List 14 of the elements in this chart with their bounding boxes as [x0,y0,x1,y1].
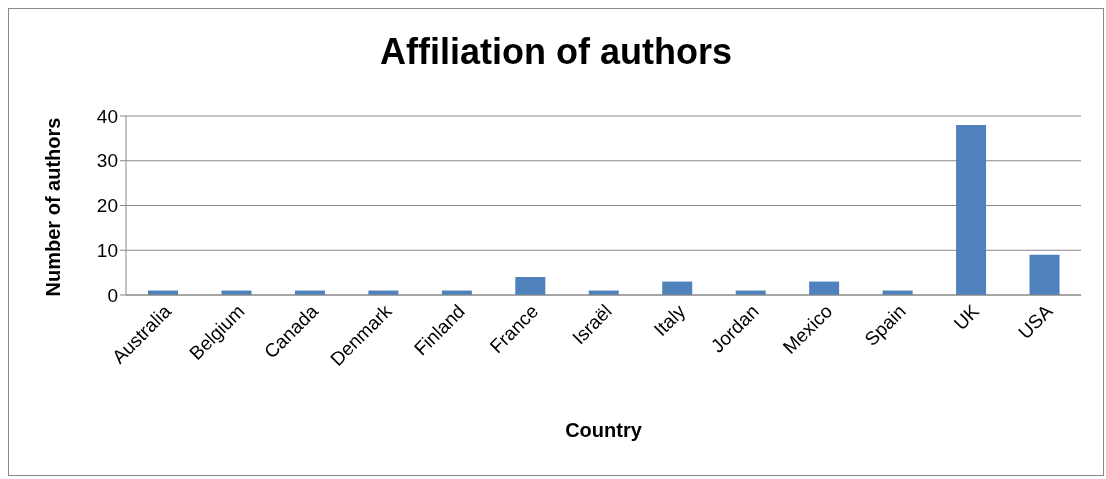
chart-title: Affiliation of authors [379,31,733,73]
y-tick-label: 30 [96,150,118,172]
bar [1029,254,1060,295]
bar [515,277,546,295]
x-tick-label: Italy [649,300,690,341]
y-tick-label: 0 [107,284,118,306]
y-tick-label: 40 [96,105,118,127]
x-tick-label: UK [949,300,984,335]
x-tick-label: USA [1014,300,1057,343]
x-axis-title: Country [564,419,643,442]
y-tick-label: 10 [96,239,118,261]
bar [956,124,987,295]
y-axis-title: Number of authors [41,117,65,297]
y-tick-label: 20 [96,195,118,217]
